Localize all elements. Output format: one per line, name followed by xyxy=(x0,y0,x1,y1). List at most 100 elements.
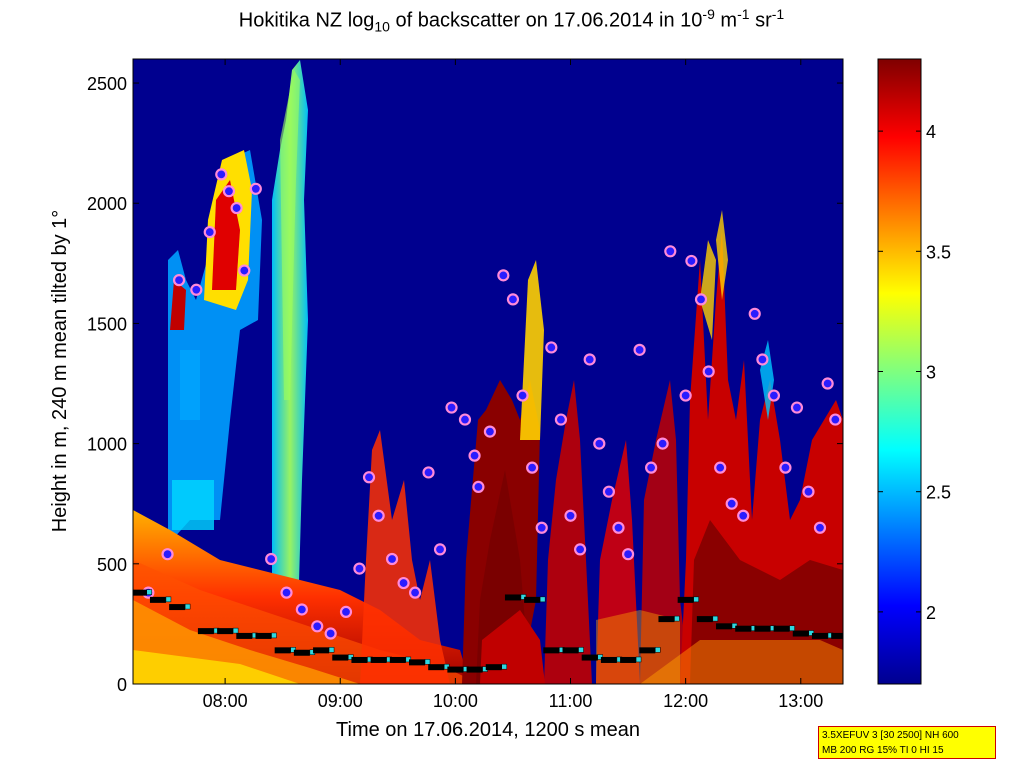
boundary-layer-marker xyxy=(504,594,521,601)
cloud-base-marker xyxy=(203,225,216,239)
y-axis: 0 500 1000 1500 2000 2500 xyxy=(87,74,843,695)
marker-layer xyxy=(133,168,852,673)
cloud-base-marker xyxy=(445,401,458,414)
aerosol-layer-marker xyxy=(165,596,172,603)
cloud-base-marker xyxy=(526,461,539,474)
y-tick-label: 2500 xyxy=(87,74,127,94)
boundary-layer-marker xyxy=(332,654,349,661)
cloud-base-marker xyxy=(829,413,842,426)
boundary-layer-marker xyxy=(581,654,598,661)
boundary-layer-marker xyxy=(811,632,828,639)
cloud-base-marker xyxy=(802,485,815,498)
aerosol-layer-marker xyxy=(578,647,584,653)
y-tick-label: 0 xyxy=(117,675,127,695)
boundary-layer-marker xyxy=(831,632,843,639)
cloud-base-marker xyxy=(222,185,236,198)
cloud-base-marker xyxy=(408,586,422,599)
colorbar-tick-label: 2 xyxy=(926,603,936,623)
cloud-base-marker xyxy=(593,437,606,450)
aerosol-layer-marker xyxy=(712,615,719,622)
colorbar-axis: 2 2.5 3 3.5 4 xyxy=(878,122,951,623)
boundary-layer-marker xyxy=(217,628,234,635)
aerosol-layer-marker xyxy=(232,627,239,634)
cloud-base-marker xyxy=(172,274,186,287)
y-tick-label: 1000 xyxy=(87,435,127,455)
cloud-base-marker xyxy=(385,552,399,566)
settings-line-2: MB 200 RG 15% TI 0 HI 15 xyxy=(822,745,944,756)
aerosol-layer-marker xyxy=(328,647,335,653)
boundary-layer-marker xyxy=(524,596,541,603)
boundary-layer-marker xyxy=(169,604,186,611)
boundary-layer-marker xyxy=(447,666,464,673)
boundary-layer-marker xyxy=(696,616,713,623)
colorbar-tick-label: 4 xyxy=(926,122,936,142)
aerosol-layer-marker xyxy=(539,596,546,603)
y-tick-label: 1500 xyxy=(87,314,127,334)
boundary-layer-marker xyxy=(370,656,387,663)
cloud-base-marker xyxy=(564,509,577,522)
cloud-base-marker xyxy=(311,620,324,633)
aerosol-layer-marker xyxy=(146,589,153,595)
cloud-base-marker xyxy=(545,341,558,354)
cloud-base-marker xyxy=(249,182,262,195)
cloud-base-marker xyxy=(238,264,251,277)
chart-title: Hokitika NZ log10 of backscatter on 17.0… xyxy=(238,6,785,35)
x-axis-label: Time on 17.06.2014, 1200 s mean xyxy=(336,719,640,741)
cloud-base-marker xyxy=(230,201,243,215)
cloud-base-marker xyxy=(679,389,692,402)
cloud-base-marker xyxy=(685,254,698,268)
boundary-layer-marker xyxy=(351,656,368,663)
colorbar-tick-label: 3 xyxy=(926,363,936,383)
cloud-base-marker xyxy=(483,425,497,438)
boundary-layer-marker xyxy=(409,659,425,666)
x-tick-label: 11:00 xyxy=(549,691,593,711)
boundary-layer-marker xyxy=(255,632,272,639)
cloud-base-marker xyxy=(737,509,750,522)
cloud-base-marker xyxy=(767,389,781,402)
settings-line-1: 3.5XEFUV 3 [30 2500] NH 600 xyxy=(822,730,959,741)
cloud-base-marker xyxy=(422,466,435,479)
backscatter-field xyxy=(133,60,843,684)
cloud-base-marker xyxy=(583,353,596,366)
settings-info-box: 3.5XEFUV 3 [30 2500] NH 600 MB 200 RG 15… xyxy=(818,726,996,759)
cloud-base-marker xyxy=(161,548,174,561)
boundary-layer-marker xyxy=(389,656,406,663)
aerosol-layer-marker xyxy=(847,633,852,638)
cloud-base-marker xyxy=(821,377,834,390)
cloud-base-marker xyxy=(602,485,615,498)
cloud-base-marker xyxy=(362,471,376,484)
plot-frame xyxy=(132,58,844,685)
x-tick-label: 12:00 xyxy=(663,691,708,711)
cloud-base-marker xyxy=(265,552,278,566)
cloud-base-marker xyxy=(645,461,658,474)
boundary-layer-marker xyxy=(293,649,310,656)
cloud-base-marker xyxy=(813,521,827,534)
x-tick-label: 13:00 xyxy=(778,691,823,711)
boundary-layer-marker xyxy=(274,647,291,654)
cloud-base-marker xyxy=(506,293,520,306)
cloud-base-marker xyxy=(535,521,548,534)
cloud-base-marker xyxy=(372,509,385,522)
x-tick-label: 08:00 xyxy=(203,691,248,711)
boundary-layer-marker xyxy=(792,630,809,637)
cloud-base-marker xyxy=(397,576,410,590)
colorbar-tick-label: 2.5 xyxy=(926,483,951,503)
boundary-layer-marker xyxy=(149,596,166,603)
cloud-base-marker xyxy=(295,603,308,616)
cloud-base-marker xyxy=(790,401,804,414)
boundary-layer-marker xyxy=(620,656,637,663)
aerosol-layer-marker xyxy=(655,647,661,653)
cloud-base-marker xyxy=(433,543,447,556)
colorbar xyxy=(877,58,922,685)
cloud-base-marker xyxy=(664,245,677,258)
boundary-layer-marker xyxy=(677,596,694,603)
boundary-layer-marker xyxy=(133,589,147,596)
colorbar-tick-label: 3.5 xyxy=(926,242,951,262)
cloud-base-marker xyxy=(497,269,510,282)
cloud-base-marker xyxy=(612,521,625,534)
boundary-layer-marker xyxy=(735,625,752,632)
cloud-base-marker xyxy=(353,562,366,575)
boundary-layer-marker xyxy=(562,647,579,654)
x-tick-label: 09:00 xyxy=(318,691,363,711)
